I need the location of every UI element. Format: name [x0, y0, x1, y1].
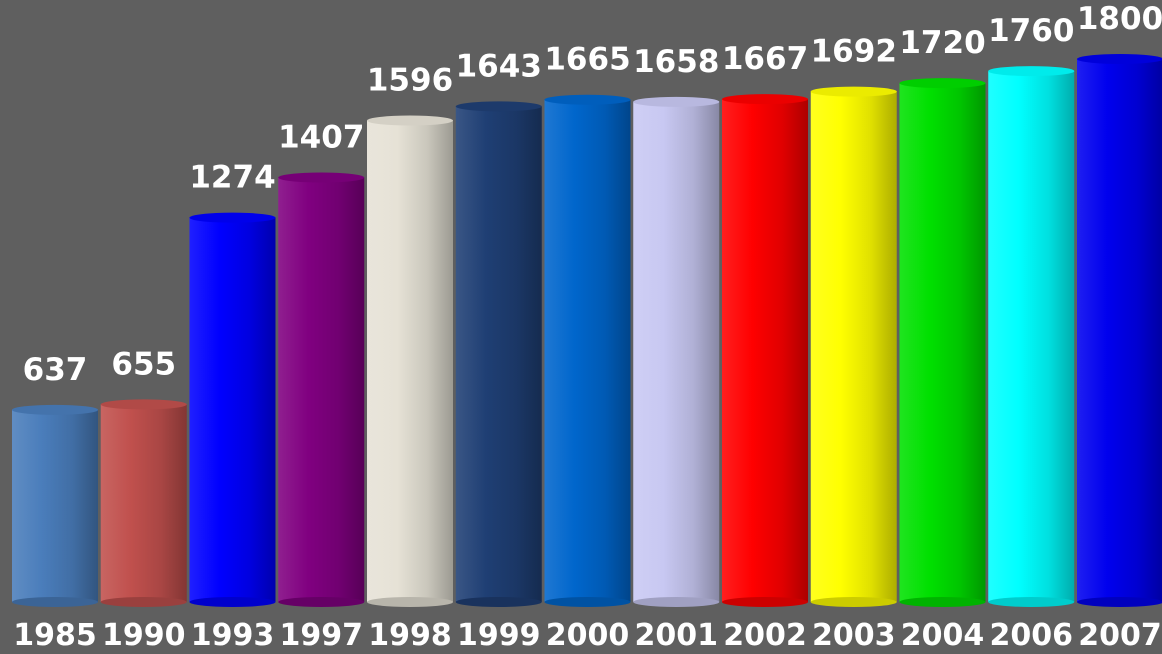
- value-label-1993: 1274: [189, 160, 275, 196]
- bar-base-2006: [988, 597, 1075, 607]
- bar-cap-2001: [633, 96, 720, 107]
- value-label-2003: 1692: [811, 34, 897, 70]
- bar-1993: [189, 217, 276, 602]
- category-label-2000: 2000: [546, 618, 630, 653]
- bar-cap-2004: [899, 78, 986, 89]
- bar-1990: [100, 404, 187, 602]
- bar-base-1993: [189, 597, 276, 607]
- category-label-2003: 2003: [812, 618, 896, 653]
- bar-2002: [722, 99, 808, 602]
- bar-cap-1999: [455, 101, 542, 112]
- category-label-1993: 1993: [191, 618, 275, 653]
- category-label-1997: 1997: [280, 618, 364, 653]
- bar-base-2001: [633, 597, 720, 607]
- bar-1998: [367, 120, 453, 602]
- bar-2001: [633, 101, 720, 602]
- bar-2003: [810, 91, 897, 602]
- bar-base-1997: [278, 597, 365, 607]
- category-label-1999: 1999: [457, 618, 541, 653]
- bar-cap-1990: [100, 399, 187, 410]
- value-label-2001: 1658: [633, 44, 719, 80]
- value-label-2000: 1665: [544, 42, 630, 78]
- value-label-1998: 1596: [367, 63, 453, 99]
- bar-cap-2003: [810, 86, 897, 97]
- bar-2000: [544, 99, 631, 602]
- value-label-2007: 1800: [1077, 1, 1162, 37]
- value-label-1985: 637: [23, 352, 88, 388]
- value-label-1999: 1643: [456, 48, 542, 84]
- bar-base-1985: [12, 597, 98, 607]
- bar-2004: [899, 83, 986, 603]
- category-label-2007: 2007: [1078, 618, 1162, 653]
- bar-cap-2000: [544, 94, 631, 105]
- bar-base-1999: [455, 597, 542, 607]
- bar-1985: [12, 409, 98, 602]
- bar-base-1998: [367, 597, 453, 607]
- bar-cap-2007: [1077, 54, 1162, 64]
- category-label-1998: 1998: [368, 618, 452, 653]
- category-labels-group: 1985 1990 1993 1997 1998 1999 2000 2001 2002 2003…: [13, 618, 1162, 653]
- value-label-2002: 1667: [722, 41, 808, 77]
- category-label-2002: 2002: [723, 618, 807, 653]
- bar-base-1990: [100, 597, 187, 607]
- bar-2006: [988, 71, 1075, 603]
- category-label-1985: 1985: [13, 618, 97, 653]
- category-label-2001: 2001: [635, 618, 719, 653]
- bar-1999: [455, 106, 542, 602]
- bar-cap-1993: [189, 212, 276, 223]
- category-label-2004: 2004: [901, 618, 985, 653]
- bar-base-2000: [544, 597, 631, 607]
- bar-base-2003: [810, 597, 897, 607]
- category-label-2006: 2006: [990, 618, 1074, 653]
- value-label-1997: 1407: [278, 120, 364, 156]
- value-label-2006: 1760: [988, 13, 1074, 49]
- bar-cap-1985: [12, 404, 98, 415]
- bars-group: [12, 54, 1162, 607]
- value-label-1990: 655: [111, 346, 176, 382]
- bar-2007: [1077, 59, 1162, 602]
- bar-base-2004: [899, 597, 986, 607]
- category-label-1990: 1990: [102, 618, 186, 653]
- bar-base-2007: [1077, 597, 1162, 607]
- bar-cap-2006: [988, 66, 1075, 77]
- bar-cap-1997: [278, 172, 365, 183]
- bar-cap-1998: [367, 115, 453, 126]
- bar-1997: [278, 177, 365, 602]
- bar-base-2002: [722, 597, 808, 607]
- value-label-2004: 1720: [899, 25, 985, 61]
- bar-cap-2002: [722, 94, 808, 105]
